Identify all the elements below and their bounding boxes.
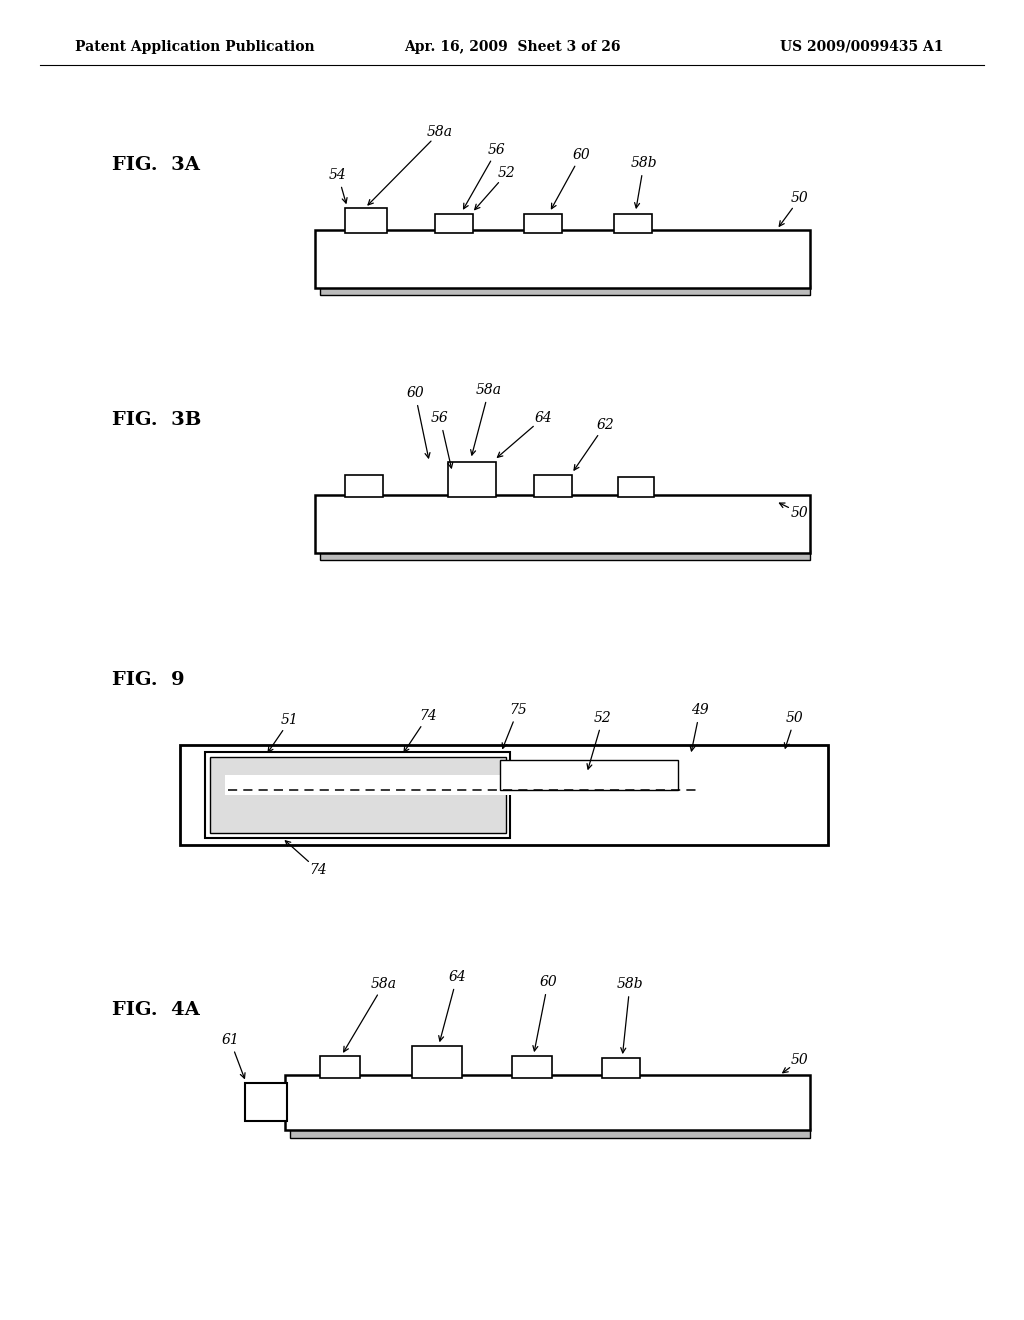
Bar [524, 214, 562, 234]
Text: 62: 62 [596, 418, 613, 432]
Text: 60: 60 [572, 148, 590, 162]
Text: 74: 74 [419, 709, 437, 723]
Bar [618, 477, 654, 498]
Text: 58b: 58b [631, 156, 657, 170]
Bar [500, 760, 678, 789]
Text: 60: 60 [407, 385, 424, 400]
Bar [345, 475, 383, 498]
Bar [319, 285, 810, 294]
Text: 50: 50 [792, 191, 809, 205]
Text: 58b: 58b [616, 977, 643, 991]
Text: US 2009/0099435 A1: US 2009/0099435 A1 [780, 40, 944, 54]
Text: 58a: 58a [476, 383, 502, 397]
Text: 56: 56 [488, 143, 506, 157]
Text: 61: 61 [221, 1034, 239, 1047]
Text: 50: 50 [786, 711, 804, 725]
Text: 52: 52 [498, 166, 516, 180]
Bar [319, 1056, 360, 1078]
Bar [614, 214, 652, 234]
Bar [449, 462, 496, 498]
Bar [225, 775, 765, 795]
Text: 50: 50 [792, 506, 809, 520]
Text: 58a: 58a [427, 125, 453, 139]
Text: 54: 54 [329, 168, 347, 182]
Bar [412, 1045, 462, 1078]
Text: 58a: 58a [371, 977, 397, 991]
Text: 74: 74 [309, 863, 327, 876]
Text: 51: 51 [282, 713, 299, 727]
Text: 56: 56 [431, 411, 449, 425]
Text: FIG.  3B: FIG. 3B [112, 411, 202, 429]
Text: Patent Application Publication: Patent Application Publication [75, 40, 314, 54]
Bar [245, 1082, 287, 1121]
Bar [290, 1129, 810, 1138]
Text: FIG.  9: FIG. 9 [112, 671, 184, 689]
Text: 50: 50 [792, 1053, 809, 1067]
Bar [205, 752, 510, 838]
Bar [210, 756, 506, 833]
Text: 52: 52 [594, 711, 612, 725]
Bar [315, 230, 810, 288]
Text: FIG.  3A: FIG. 3A [112, 156, 200, 174]
Bar [319, 550, 810, 560]
Text: Apr. 16, 2009  Sheet 3 of 26: Apr. 16, 2009 Sheet 3 of 26 [403, 40, 621, 54]
Bar [512, 1056, 552, 1078]
Text: 64: 64 [535, 411, 552, 425]
Bar [435, 214, 473, 234]
Bar [345, 209, 387, 234]
Text: 49: 49 [691, 704, 709, 717]
Bar [602, 1059, 640, 1078]
Bar [180, 744, 828, 845]
Text: 60: 60 [539, 975, 557, 989]
Text: 64: 64 [449, 970, 466, 983]
Text: FIG.  4A: FIG. 4A [112, 1001, 200, 1019]
Bar [315, 495, 810, 553]
Text: 75: 75 [509, 704, 527, 717]
Bar [285, 1074, 810, 1130]
Bar [534, 475, 572, 498]
